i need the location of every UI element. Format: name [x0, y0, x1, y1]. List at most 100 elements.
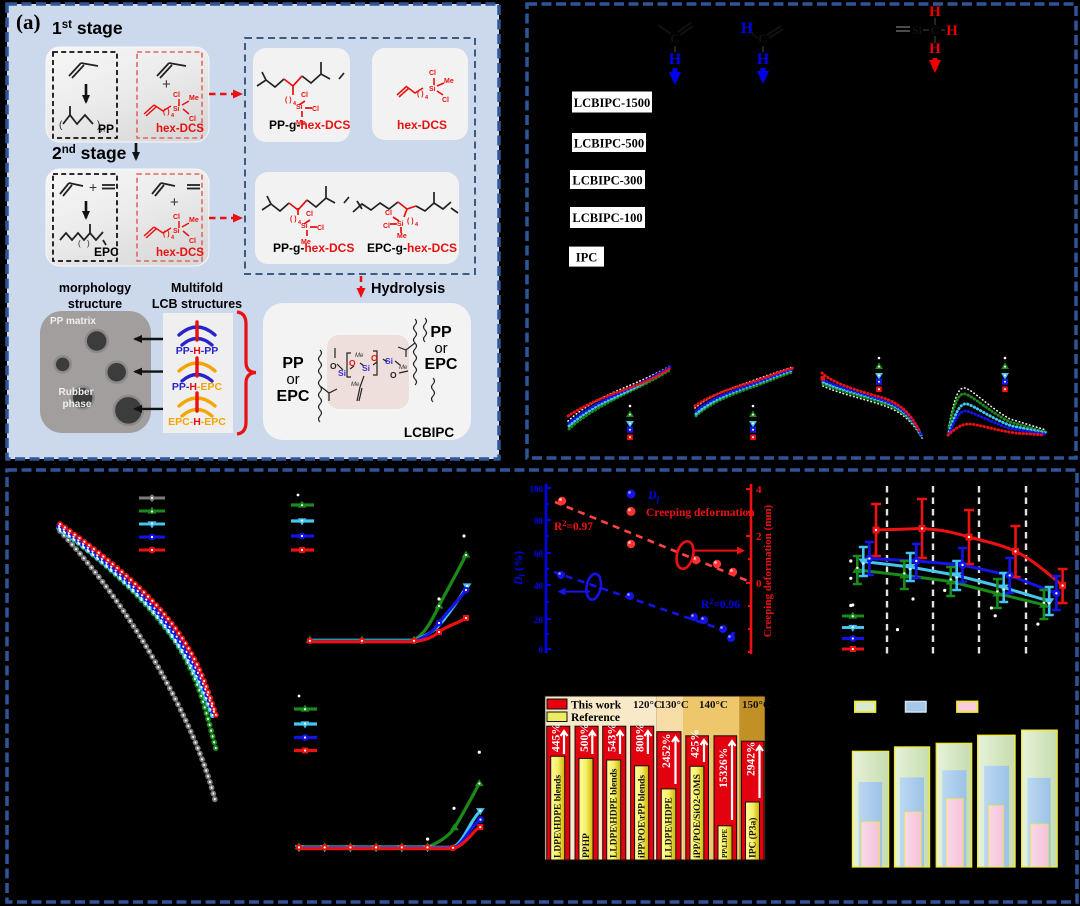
svg-text:hex-DCS: hex-DCS — [397, 118, 447, 132]
svg-text:PP: PP — [98, 122, 114, 136]
svg-text:PP matrix: PP matrix — [50, 316, 96, 327]
svg-text:R2=0.96: R2=0.96 — [701, 597, 740, 612]
svg-text:140°C: 140°C — [699, 699, 728, 711]
svg-text:80: 80 — [534, 516, 544, 526]
svg-text:Me: Me — [301, 239, 311, 246]
svg-text:Si: Si — [173, 228, 180, 235]
svg-text:0: 0 — [756, 578, 762, 590]
svg-text:O: O — [330, 361, 337, 371]
svg-text:iPP/POE/SiO2-OMS: iPP/POE/SiO2-OMS — [693, 774, 703, 858]
svg-text:LDPE\HDPE blends: LDPE\HDPE blends — [554, 775, 564, 858]
svg-text:4: 4 — [298, 220, 302, 226]
svg-text:543%: 543% — [607, 723, 619, 752]
svg-text:PP-H-EPC: PP-H-EPC — [172, 381, 223, 393]
svg-text:This work: This work — [571, 700, 622, 712]
svg-text:LLDPE\HDPE blends: LLDPE\HDPE blends — [610, 768, 620, 858]
svg-text:H: H — [669, 51, 682, 68]
svg-text:Cl: Cl — [173, 92, 180, 99]
svg-text:445%: 445% — [551, 723, 563, 752]
svg-text:PP-g-hex-DCS: PP-g-hex-DCS — [269, 118, 350, 132]
svg-text:60: 60 — [534, 549, 544, 559]
svg-text:( ): ( ) — [163, 231, 170, 238]
svg-text:2942%: 2942% — [746, 742, 758, 777]
svg-text:Si: Si — [296, 104, 303, 111]
svg-text:425%: 425% — [690, 729, 702, 758]
svg-text:Si: Si — [301, 223, 308, 230]
svg-text:Creeping deformation: Creeping deformation — [646, 507, 755, 519]
svg-text:iPP\POE\rPP blends: iPP\POE\rPP blends — [638, 775, 648, 858]
svg-text:4: 4 — [293, 101, 297, 107]
svg-text:Cl: Cl — [189, 116, 196, 123]
svg-text:PP-H-PP: PP-H-PP — [176, 345, 219, 357]
svg-text:C: C — [670, 31, 679, 46]
svg-text:EPC: EPC — [425, 356, 458, 373]
svg-text:( ): ( ) — [285, 97, 292, 104]
svg-text:(: ( — [59, 120, 63, 131]
svg-text:LCBIPC-100: LCBIPC-100 — [572, 211, 642, 225]
svg-text:PP: PP — [430, 324, 452, 341]
svg-text:EPC: EPC — [277, 388, 310, 405]
svg-text:Me: Me — [296, 120, 306, 127]
svg-text:+: + — [162, 76, 171, 93]
svg-text:Me: Me — [351, 382, 360, 388]
svg-text:Si: Si — [173, 106, 180, 113]
svg-text:LLDPE\HDPE: LLDPE\HDPE — [665, 797, 675, 858]
svg-text:Me: Me — [189, 95, 199, 102]
svg-text:4: 4 — [171, 235, 175, 241]
svg-text:Cl: Cl — [189, 238, 196, 245]
svg-text:Cl: Cl — [442, 97, 449, 104]
svg-text:Hydrolysis: Hydrolysis — [371, 281, 445, 297]
svg-text:500%: 500% — [579, 723, 591, 752]
svg-text:LCBIPC: LCBIPC — [404, 425, 455, 440]
svg-text:4: 4 — [756, 484, 762, 496]
svg-text:LCBIPC-500: LCBIPC-500 — [574, 137, 644, 151]
svg-text:EPC-H-EPC: EPC-H-EPC — [168, 416, 226, 428]
svg-text:Si: Si — [912, 23, 923, 37]
svg-text:H: H — [929, 41, 941, 57]
svg-text:Rubber: Rubber — [59, 387, 94, 398]
svg-text:Creeping deformation (mm): Creeping deformation (mm) — [762, 504, 774, 637]
svg-text:Me: Me — [189, 217, 199, 224]
svg-text:): ) — [97, 120, 100, 131]
svg-text:Cl: Cl — [301, 92, 308, 99]
svg-text:4: 4 — [425, 95, 429, 101]
svg-text:Cl: Cl — [312, 106, 319, 113]
svg-text:): ) — [87, 239, 90, 248]
svg-text:C: C — [758, 31, 767, 46]
svg-text:H: H — [741, 20, 754, 37]
svg-text:Cl: Cl — [317, 225, 324, 232]
svg-text:or: or — [434, 340, 447, 357]
svg-text:LCBIPC-1500: LCBIPC-1500 — [574, 96, 650, 110]
svg-text:Cl: Cl — [383, 223, 390, 230]
svg-text:PP\LDPE: PP\LDPE — [721, 829, 729, 858]
svg-text:+: + — [170, 194, 179, 211]
svg-text:hex-DCS: hex-DCS — [156, 123, 204, 135]
svg-text:structure: structure — [68, 297, 122, 311]
svg-text:or: or — [286, 371, 299, 388]
svg-text:EPC: EPC — [94, 245, 119, 259]
svg-text:Si: Si — [338, 368, 346, 378]
svg-text:Si: Si — [429, 86, 436, 93]
svg-text:O: O — [349, 358, 356, 368]
svg-text:Multifold: Multifold — [171, 281, 223, 295]
svg-text:hex-DCS: hex-DCS — [156, 247, 204, 259]
svg-text:Df: Df — [647, 488, 661, 504]
svg-text:(: ( — [78, 239, 81, 248]
svg-text:Si: Si — [362, 363, 370, 373]
svg-text:R2=0.97: R2=0.97 — [554, 519, 593, 534]
svg-text:PP: PP — [282, 355, 304, 372]
svg-text:Cl: Cl — [306, 211, 313, 218]
svg-text:O: O — [371, 353, 378, 363]
svg-text:Cl: Cl — [173, 214, 180, 221]
svg-text:0: 0 — [539, 645, 544, 655]
svg-text:130°C: 130°C — [660, 699, 689, 711]
svg-text:morphology: morphology — [59, 281, 131, 295]
svg-text:150°C: 150°C — [742, 699, 771, 711]
svg-text:( ): ( ) — [290, 216, 297, 223]
svg-text:Cl: Cl — [429, 70, 436, 77]
svg-text:Me: Me — [399, 365, 408, 371]
svg-text:Si: Si — [385, 356, 393, 366]
svg-text:4: 4 — [171, 113, 175, 119]
svg-text:2: 2 — [756, 531, 762, 543]
svg-text:H: H — [757, 51, 770, 68]
